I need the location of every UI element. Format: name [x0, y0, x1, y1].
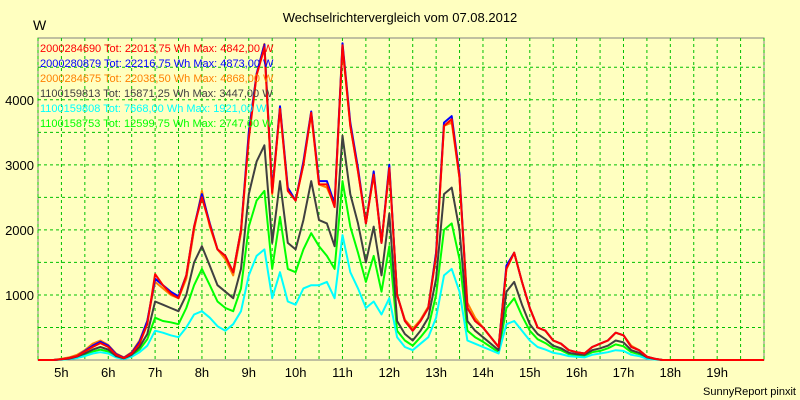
- x-tick-label: 13h: [425, 365, 447, 380]
- axis-tick-labels: 5h 6h 7h 8h 9h 10h 11h 12h 13h 14h 15h 16h 17h 18h 19h…: [5, 93, 728, 380]
- x-tick-label: 16h: [566, 365, 588, 380]
- plot-area: [37, 37, 765, 361]
- x-tick-label: 12h: [378, 365, 400, 380]
- y-tick-label: 4000: [5, 93, 34, 108]
- series-line-5: [38, 234, 764, 361]
- footer-credit: SunnyReport pinxit: [703, 386, 796, 398]
- chart-title: Wechselrichtervergleich vom 07.08.2012: [283, 10, 518, 25]
- legend-entry: 2000284690 Tot: 22013,75 Wh Max: 4842,00…: [40, 43, 274, 55]
- series-line-1: [38, 44, 764, 361]
- y-tick-label: 2000: [5, 223, 34, 238]
- series-line-4: [38, 134, 764, 361]
- x-tick-label: 9h: [242, 365, 256, 380]
- x-tick-label: 19h: [706, 365, 728, 380]
- legend-entry: 2000284675 Tot: 22038,50 Wh Max: 4868,00…: [40, 73, 274, 85]
- x-tick-label: 6h: [101, 365, 115, 380]
- x-tick-label: 11h: [332, 365, 353, 380]
- x-tick-label: 17h: [613, 365, 635, 380]
- x-tick-label: 10h: [285, 365, 307, 380]
- x-tick-label: 18h: [659, 365, 681, 380]
- x-tick-label: 8h: [195, 365, 209, 380]
- y-tick-label: 1000: [5, 288, 34, 303]
- x-tick-label: 5h: [54, 365, 68, 380]
- x-tick-label: 14h: [472, 365, 494, 380]
- x-tick-label: 15h: [519, 365, 541, 380]
- legend-entry: 2000280879 Tot: 22216,75 Wh Max: 4873,00…: [40, 58, 274, 70]
- legend-entry: 1100159808 Tot: 7668,00 Wh Max: 1921,00 …: [40, 103, 267, 115]
- x-tick-label: 7h: [148, 365, 162, 380]
- y-axis-unit: W: [33, 17, 47, 33]
- legend-entry: 1100158753 Tot: 12599,75 Wh Max: 2747,00…: [40, 118, 273, 130]
- legend: 2000284690 Tot: 22013,75 Wh Max: 4842,00…: [40, 43, 274, 130]
- legend-entry: 1100159813 Tot: 15871,25 Wh Max: 3447,00…: [40, 88, 273, 100]
- series-lines: [38, 42, 764, 361]
- y-tick-label: 3000: [5, 158, 34, 173]
- gridlines: [37, 38, 765, 360]
